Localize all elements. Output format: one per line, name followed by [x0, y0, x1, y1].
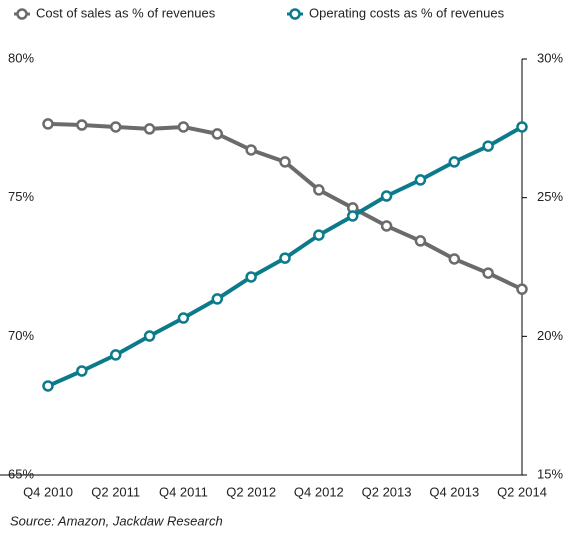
data-point [448, 156, 461, 168]
x-tick-label: Q2 2012 [226, 484, 276, 499]
data-point [346, 210, 359, 222]
y-tick-label: 70% [8, 328, 34, 343]
x-tick-label: Q4 2013 [429, 484, 479, 499]
data-point [143, 123, 156, 135]
data-point [313, 184, 325, 196]
data-point [313, 229, 325, 241]
data-point [245, 271, 257, 283]
data-point [414, 174, 427, 186]
data-point [482, 140, 494, 152]
legend-marker [289, 8, 301, 20]
data-point [516, 121, 528, 133]
data-point [380, 190, 393, 202]
x-tick-label: Q4 2011 [159, 484, 208, 499]
data-point [211, 293, 224, 305]
y2-tick-label: 25% [537, 189, 563, 204]
y-tick-label: 65% [8, 466, 34, 481]
data-point [143, 330, 156, 342]
data-point [76, 365, 88, 377]
data-point [245, 144, 257, 156]
data-point [177, 121, 190, 133]
data-point [482, 267, 494, 279]
data-point [414, 235, 427, 247]
y-tick-label: 75% [8, 189, 34, 204]
series-line [47, 121, 523, 291]
data-point [42, 118, 54, 130]
data-point [76, 119, 88, 131]
data-point [279, 156, 291, 168]
x-tick-label: Q4 2012 [294, 484, 344, 499]
data-point [109, 349, 122, 361]
data-point [109, 121, 122, 133]
legend-marker [16, 8, 28, 20]
x-tick-label: Q2 2011 [91, 484, 140, 499]
data-point [448, 253, 461, 265]
x-tick-label: Q2 2013 [362, 484, 412, 499]
legend-label: Operating costs as % of revenues [309, 5, 505, 20]
y-tick-label: 80% [8, 50, 34, 65]
x-tick-label: Q4 2010 [23, 484, 73, 499]
data-point [211, 128, 224, 140]
data-point [380, 220, 393, 232]
y2-tick-label: 20% [537, 328, 563, 343]
y2-tick-label: 15% [537, 466, 563, 481]
y2-tick-label: 30% [537, 50, 563, 65]
source-note: Source: Amazon, Jackdaw Research [10, 513, 223, 528]
legend-label: Cost of sales as % of revenues [36, 5, 216, 20]
data-point [42, 380, 54, 392]
x-tick-label: Q2 2014 [497, 484, 547, 499]
data-point [279, 252, 291, 264]
data-point [516, 283, 528, 295]
data-point [177, 312, 190, 324]
